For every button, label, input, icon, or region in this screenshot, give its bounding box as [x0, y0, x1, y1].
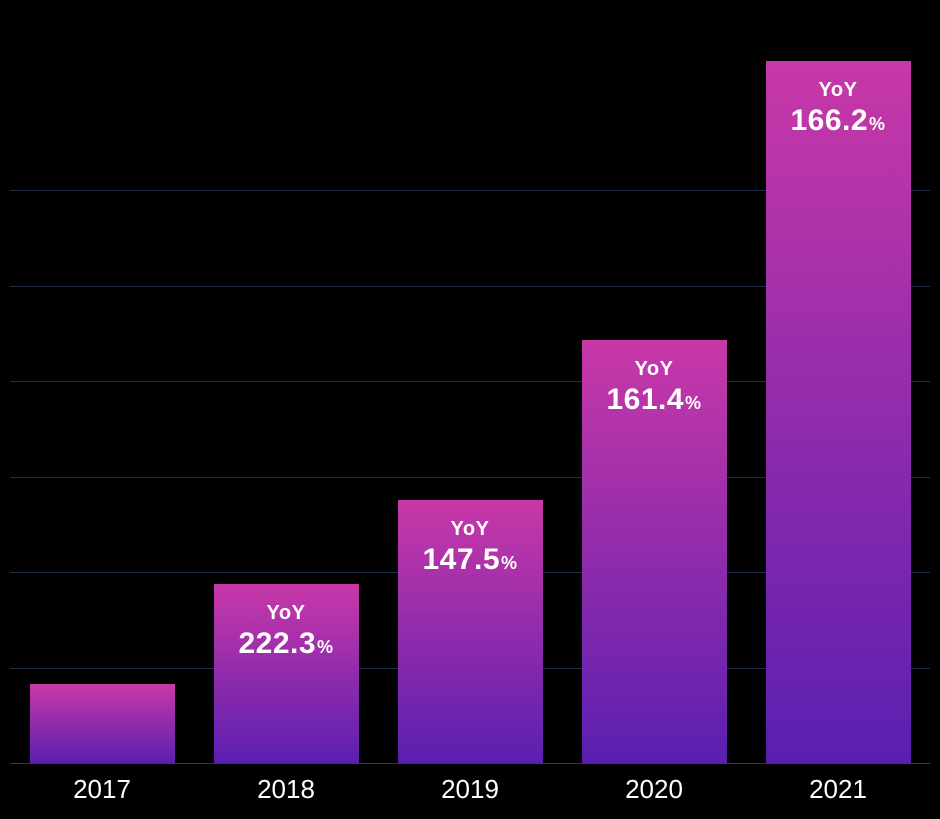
bar: YoY161.4%: [582, 340, 727, 764]
bar: YoY147.5%: [398, 500, 543, 764]
bar-label-suffix: %: [685, 393, 702, 413]
bar-label-number: 166.2: [790, 104, 868, 137]
bar-label-value: 222.3%: [238, 627, 333, 660]
bar-wrapper: YoY147.5%: [398, 500, 543, 764]
x-axis-label: 2021: [766, 764, 911, 819]
bar-wrapper: YoY166.2%: [766, 61, 911, 764]
bar-label-value: 147.5%: [422, 543, 517, 576]
x-axis-labels: 2017 2018 2019 2020 2021: [10, 764, 930, 819]
x-axis-label: 2018: [214, 764, 359, 819]
x-axis-label: 2019: [398, 764, 543, 819]
bar-label-prefix: YoY: [635, 358, 674, 381]
x-axis-label: 2020: [582, 764, 727, 819]
bar-label-suffix: %: [869, 114, 886, 134]
bar-label-prefix: YoY: [267, 602, 306, 625]
bar: [30, 684, 175, 764]
bar-label-number: 147.5: [422, 543, 500, 576]
bar-label-number: 222.3: [238, 627, 316, 660]
bars-group: YoY222.3%YoY147.5%YoY161.4%YoY166.2%: [10, 0, 930, 764]
bar-label-value: 166.2%: [790, 104, 885, 137]
bar-label-suffix: %: [501, 553, 518, 573]
x-axis-label: 2017: [30, 764, 175, 819]
bar-label-number: 161.4: [606, 383, 684, 416]
bar-wrapper: [30, 684, 175, 764]
bar-wrapper: YoY222.3%: [214, 584, 359, 764]
bar-label-prefix: YoY: [451, 518, 490, 541]
bar-label-prefix: YoY: [819, 79, 858, 102]
bar: YoY166.2%: [766, 61, 911, 764]
bar-wrapper: YoY161.4%: [582, 340, 727, 764]
bar-chart: YoY222.3%YoY147.5%YoY161.4%YoY166.2% 201…: [0, 0, 940, 819]
bar: YoY222.3%: [214, 584, 359, 764]
bar-label-value: 161.4%: [606, 383, 701, 416]
bar-label-suffix: %: [317, 637, 334, 657]
